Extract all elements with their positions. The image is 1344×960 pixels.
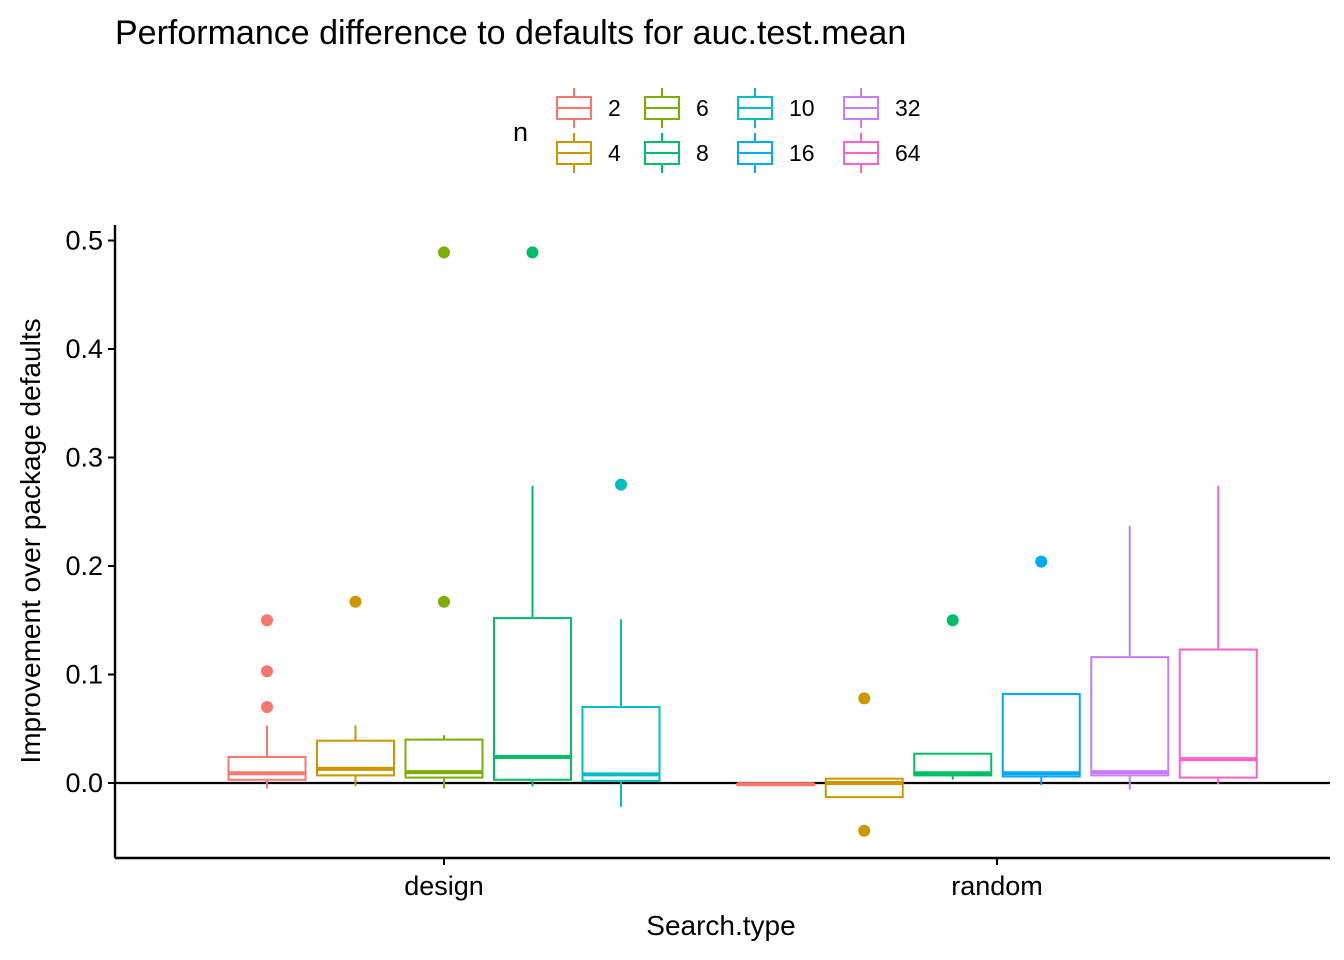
y-tick-label: 0.1	[65, 660, 103, 690]
legend-item-64: 64	[843, 133, 921, 173]
box-random-n16	[1001, 555, 1081, 786]
chart-title: Performance difference to defaults for a…	[115, 14, 906, 52]
box-random-n4	[824, 692, 904, 837]
box-random-n32	[1090, 525, 1170, 790]
outlier-point	[858, 824, 871, 837]
outlier-point	[261, 701, 273, 714]
plot-area: 0.0 0.1 0.2 0.3 0.4 0.5 design random	[65, 225, 1330, 901]
box-design-n2	[227, 614, 307, 789]
legend-title: n	[513, 117, 528, 147]
legend-label: 6	[696, 95, 709, 121]
box-body	[581, 706, 661, 782]
box-random-n8	[913, 614, 993, 780]
box-body	[1001, 693, 1081, 778]
y-tick-label: 0.3	[65, 443, 103, 473]
legend-label: 8	[696, 140, 709, 166]
y-axis-title: Improvement over package defaults	[15, 318, 46, 763]
legend-label: 2	[608, 95, 621, 121]
legend-label: 4	[608, 140, 621, 166]
legend-item-6: 6	[644, 88, 709, 128]
box-design-n8	[493, 246, 572, 787]
legend-label: 32	[895, 95, 921, 121]
box-design-n6	[404, 246, 484, 789]
y-tick-label: 0.0	[65, 768, 103, 798]
outlier-point	[526, 246, 539, 259]
y-tick-label: 0.5	[65, 226, 103, 256]
legend: n 2 4 6 8 10 16 32 64	[513, 88, 921, 173]
x-tick-label: design	[404, 871, 484, 901]
box-random-n2	[736, 782, 816, 787]
outlier-point	[438, 246, 450, 259]
box-body	[1178, 648, 1258, 779]
box-body	[913, 752, 993, 777]
x-tick-label: random	[951, 871, 1043, 901]
y-tick-label: 0.4	[65, 334, 103, 364]
outlier-point	[438, 595, 450, 608]
legend-label: 10	[789, 95, 815, 121]
legend-item-8: 8	[644, 133, 709, 173]
legend-item-32: 32	[843, 88, 921, 128]
box-design-n10	[581, 478, 661, 807]
legend-label: 16	[789, 140, 815, 166]
legend-item-10: 10	[737, 88, 815, 128]
outlier-point	[1035, 555, 1048, 568]
x-axis-title: Search.type	[646, 910, 795, 941]
outlier-point	[946, 614, 959, 627]
outlier-point	[261, 665, 273, 678]
outlier-point	[615, 478, 627, 491]
box-random-n64	[1178, 485, 1258, 785]
box-body	[1090, 656, 1170, 777]
box-design-n4	[316, 595, 395, 787]
outlier-point	[261, 614, 273, 627]
y-tick-label: 0.2	[65, 551, 103, 581]
box-body	[227, 755, 307, 781]
legend-item-16: 16	[737, 133, 815, 173]
legend-item-4: 4	[556, 133, 621, 173]
box-body	[493, 617, 572, 781]
legend-label: 64	[895, 140, 921, 166]
outlier-point	[858, 692, 871, 705]
outlier-point	[349, 595, 362, 608]
legend-item-2: 2	[556, 88, 621, 128]
